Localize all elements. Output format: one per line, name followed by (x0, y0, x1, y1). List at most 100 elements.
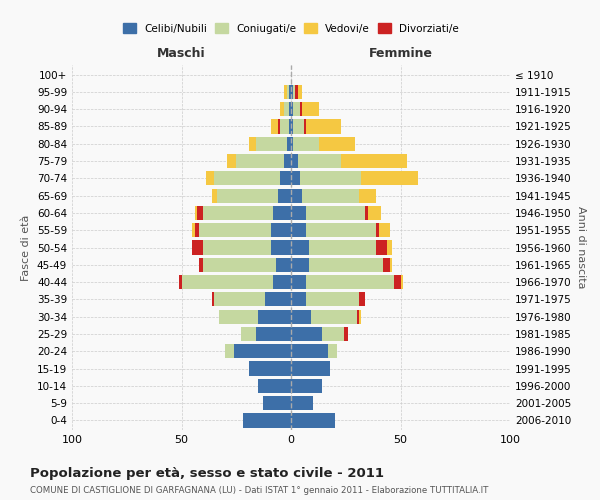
Bar (291, 171, 300, 186)
Bar (307, 120, 341, 134)
Bar (302, 102, 319, 116)
Bar (307, 275, 394, 289)
Bar (271, 240, 291, 254)
Bar (291, 344, 328, 358)
Bar (293, 120, 304, 134)
Bar (361, 171, 418, 186)
Bar (236, 154, 284, 168)
Bar (227, 154, 236, 168)
Bar (291, 84, 293, 99)
Bar (271, 120, 278, 134)
Bar (199, 258, 203, 272)
Bar (284, 84, 287, 99)
Bar (379, 223, 389, 238)
Bar (291, 206, 307, 220)
Bar (182, 275, 274, 289)
Bar (256, 136, 287, 151)
Bar (291, 188, 302, 202)
Bar (275, 258, 291, 272)
Bar (250, 362, 291, 376)
Bar (307, 223, 376, 238)
Bar (383, 258, 389, 272)
Bar (376, 240, 388, 254)
Bar (302, 188, 359, 202)
Bar (291, 258, 308, 272)
Bar (265, 292, 291, 306)
Bar (341, 154, 407, 168)
Bar (298, 84, 302, 99)
Bar (291, 292, 307, 306)
Bar (291, 223, 307, 238)
Bar (291, 275, 307, 289)
Bar (250, 136, 256, 151)
Bar (319, 136, 355, 151)
Bar (304, 120, 307, 134)
Bar (219, 310, 258, 324)
Bar (291, 154, 298, 168)
Y-axis label: Anni di nascita: Anni di nascita (575, 206, 586, 289)
Bar (308, 240, 376, 254)
Bar (256, 327, 291, 341)
Bar (194, 223, 199, 238)
Bar (241, 327, 256, 341)
Bar (287, 136, 291, 151)
Bar (203, 258, 275, 272)
Bar (274, 275, 291, 289)
Text: Maschi: Maschi (157, 47, 206, 60)
Bar (293, 84, 295, 99)
Bar (234, 344, 291, 358)
Bar (293, 102, 300, 116)
Bar (278, 188, 291, 202)
Bar (284, 154, 291, 168)
Legend: Celibi/Nubili, Coniugati/e, Vedovi/e, Divorziati/e: Celibi/Nubili, Coniugati/e, Vedovi/e, Di… (119, 19, 463, 38)
Bar (203, 240, 271, 254)
Bar (291, 102, 293, 116)
Bar (293, 136, 319, 151)
Bar (214, 171, 280, 186)
Bar (359, 292, 365, 306)
Bar (197, 206, 203, 220)
Bar (291, 379, 322, 393)
Bar (388, 240, 392, 254)
Bar (206, 171, 214, 186)
Bar (359, 188, 376, 202)
Bar (291, 240, 308, 254)
Bar (307, 206, 365, 220)
Bar (258, 310, 291, 324)
Bar (258, 379, 291, 393)
Bar (280, 120, 289, 134)
Bar (291, 327, 322, 341)
Bar (212, 292, 214, 306)
Bar (226, 344, 234, 358)
Bar (291, 362, 331, 376)
Bar (368, 206, 381, 220)
Bar (179, 275, 182, 289)
Bar (203, 206, 274, 220)
Bar (289, 120, 291, 134)
Bar (311, 310, 356, 324)
Bar (291, 136, 293, 151)
Bar (280, 171, 291, 186)
Bar (214, 292, 265, 306)
Bar (307, 292, 359, 306)
Bar (389, 258, 392, 272)
Bar (289, 102, 291, 116)
Bar (291, 310, 311, 324)
Bar (365, 206, 368, 220)
Bar (278, 120, 280, 134)
Bar (295, 84, 298, 99)
Bar (328, 344, 337, 358)
Bar (193, 223, 194, 238)
Text: Popolazione per età, sesso e stato civile - 2011: Popolazione per età, sesso e stato civil… (30, 468, 384, 480)
Bar (271, 223, 291, 238)
Bar (217, 188, 278, 202)
Bar (193, 240, 203, 254)
Bar (291, 120, 293, 134)
Bar (263, 396, 291, 410)
Bar (199, 223, 271, 238)
Bar (300, 102, 302, 116)
Bar (291, 396, 313, 410)
Bar (359, 310, 361, 324)
Text: COMUNE DI CASTIGLIONE DI GARFAGNANA (LU) - Dati ISTAT 1° gennaio 2011 - Elaboraz: COMUNE DI CASTIGLIONE DI GARFAGNANA (LU)… (30, 486, 488, 495)
Bar (376, 223, 379, 238)
